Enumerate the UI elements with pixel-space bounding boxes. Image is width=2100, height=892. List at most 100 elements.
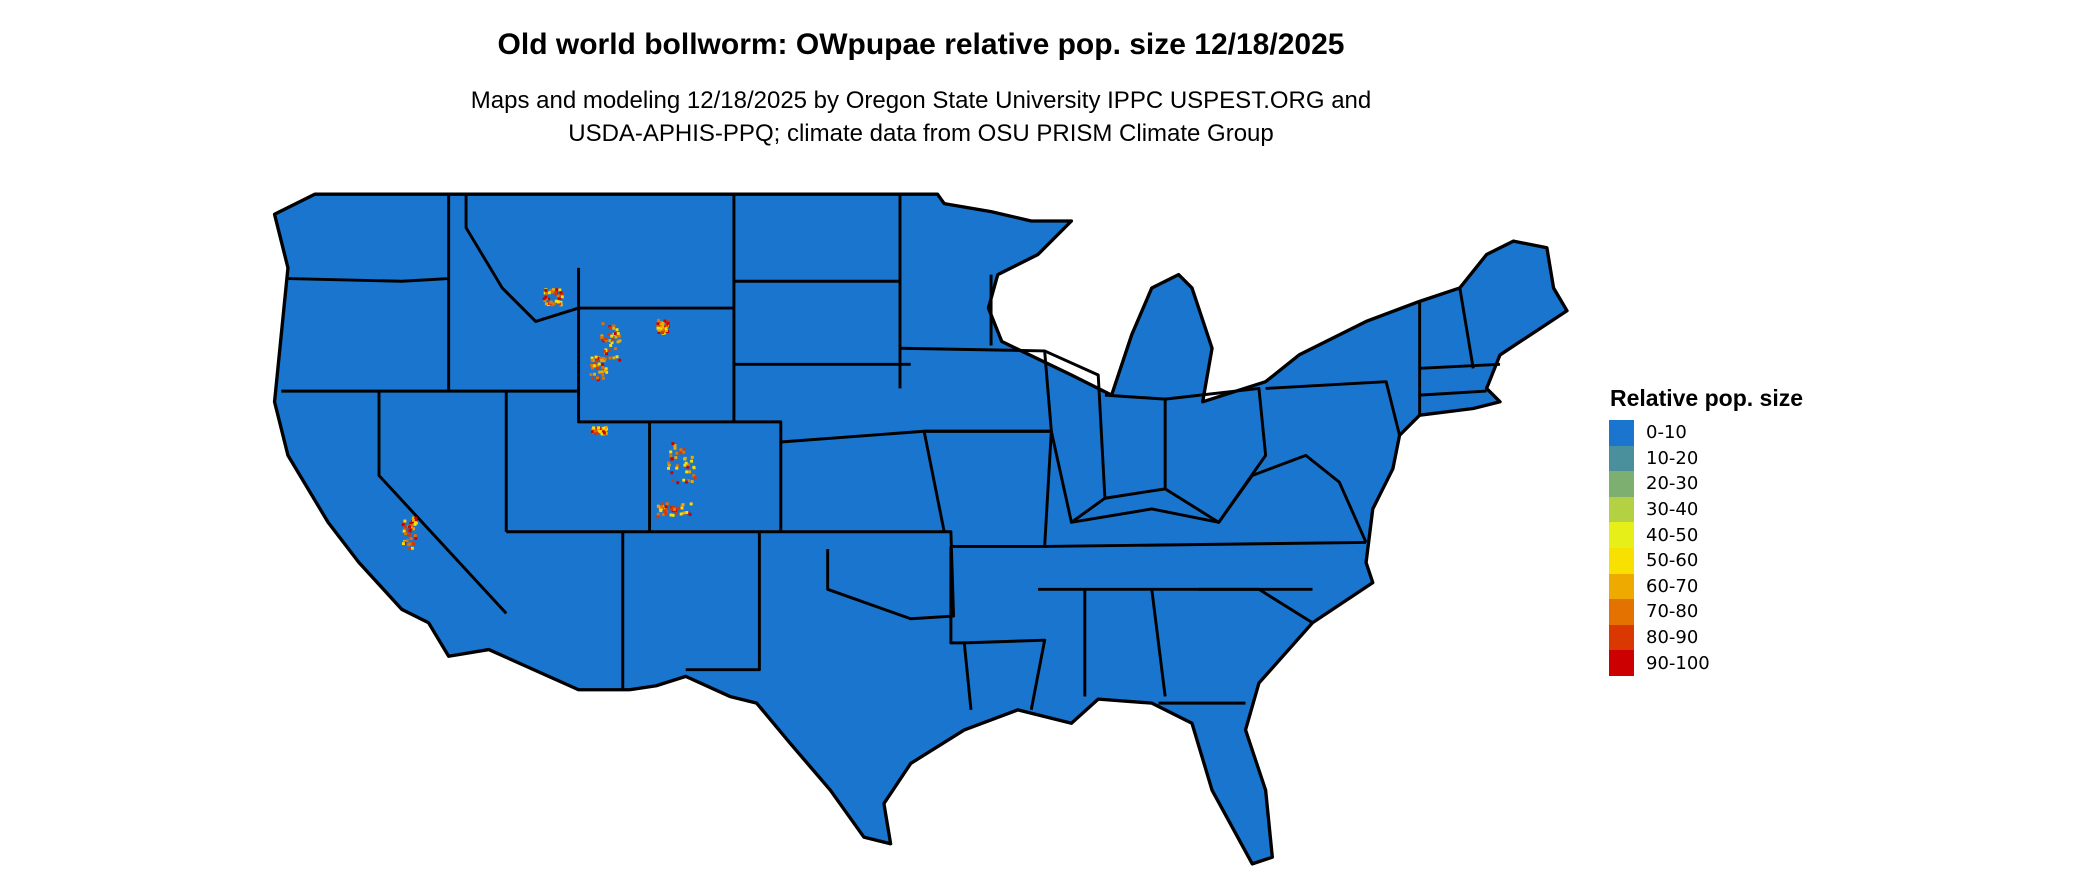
hotspot-cell [669, 454, 673, 458]
hotspot-cell [560, 295, 564, 299]
hotspot-cell [664, 505, 668, 509]
hotspot-cell [597, 362, 601, 366]
state-border [1265, 380, 1401, 436]
hotspot-cell [672, 508, 676, 512]
hotspot-cell [600, 432, 604, 436]
legend-label: 70-80 [1646, 601, 1699, 623]
hotspot-cell [411, 541, 415, 545]
state-border [1164, 386, 1268, 524]
hotspot-cell [555, 288, 559, 292]
legend-item: 30-40 [1609, 496, 1803, 523]
hotspot-cell [559, 300, 563, 304]
hotspot-cell [675, 451, 679, 455]
hotspot-cell [551, 290, 555, 294]
hotspot-cell [599, 357, 603, 360]
hotspot-cell [604, 337, 607, 341]
state-border [1458, 287, 1475, 369]
hotspot-cell [601, 356, 605, 360]
hotspot-cell [690, 455, 694, 459]
hotspot-cell [602, 359, 606, 363]
hotspot-cell [596, 356, 600, 360]
hotspot-cell [599, 430, 603, 434]
hotspot-cell [615, 328, 619, 332]
hotspot-cell [412, 527, 415, 531]
state-border [1044, 540, 1367, 548]
hotspot-cell [604, 426, 608, 430]
hotspot-cell [549, 301, 553, 305]
hotspot-cell [659, 508, 663, 512]
state-border [1198, 587, 1314, 625]
hotspot-cell [676, 506, 679, 510]
hotspot-cell [544, 302, 548, 306]
hotspot-cell [658, 320, 662, 324]
hotspot-cell [411, 518, 415, 522]
state-border [964, 638, 1047, 711]
hotspot-cell [692, 474, 696, 478]
legend-label: 0-10 [1646, 422, 1687, 444]
hotspot-cell [669, 450, 673, 454]
hotspot-cell [406, 529, 410, 533]
hotspot-cell [403, 540, 407, 544]
hotspot-cell [409, 521, 413, 525]
state-border [464, 194, 580, 323]
hotspot-cell [673, 446, 677, 450]
hotspot-cell [414, 518, 418, 522]
legend-swatch [1609, 496, 1634, 523]
hotspot-cell [595, 359, 599, 363]
hotspot-cell [590, 356, 594, 360]
state-border [577, 267, 650, 424]
hotspot-cell [557, 296, 561, 300]
hotspot-cell [601, 363, 605, 367]
state-borders [281, 194, 1501, 711]
hotspot-cell [408, 533, 412, 537]
hotspot-cell [662, 329, 666, 333]
hotspot-cell [593, 372, 596, 376]
state-border [649, 420, 783, 532]
hotspot-cell [612, 356, 616, 360]
hotspot-cell [601, 376, 605, 380]
hotspot-cell [602, 426, 606, 430]
hotspot-cell [590, 363, 594, 367]
hotspot-cell [675, 464, 679, 468]
hotspot-cell [600, 358, 604, 362]
hotspot-cell [596, 364, 600, 367]
hotspot-cell [544, 288, 548, 292]
hotspot-cell [594, 355, 598, 359]
hotspot-cell [556, 300, 560, 304]
hotspot-cell [607, 332, 611, 336]
hotspot-cell [598, 370, 602, 374]
hotspot-cell [666, 461, 670, 465]
hotspot-cell [670, 507, 674, 511]
map-title: Old world bollworm: OWpupae relative pop… [497, 28, 1345, 61]
subtitle-line-1: Maps and modeling 12/18/2025 by Oregon S… [470, 87, 1372, 114]
hotspot-cell [413, 534, 417, 538]
hotspot-cell [680, 451, 684, 455]
hotspot-cell [610, 334, 614, 338]
hotspot-cell [604, 367, 608, 371]
hotspot-cell [408, 547, 412, 551]
hotspot-cell [682, 447, 686, 451]
hotspot-cell [611, 337, 615, 341]
hotspot-cell [604, 431, 608, 435]
legend-swatch [1609, 445, 1634, 472]
hotspot-cell [667, 466, 671, 470]
legend-swatch [1609, 599, 1634, 625]
hotspot-cell [414, 536, 418, 540]
hotspot-cell [686, 465, 690, 469]
hotspot-cell [657, 328, 661, 332]
state-border [922, 430, 946, 533]
hotspot-cell [590, 430, 594, 434]
hotspot-cell [603, 369, 607, 373]
hotspot-cell [664, 327, 668, 331]
hotspot-cell [613, 332, 617, 336]
legend-swatch [1609, 471, 1634, 497]
hotspot-cell [591, 366, 594, 370]
hotspot-cell [549, 289, 553, 293]
hotspot-cell [601, 322, 605, 326]
hotspot-cell [612, 326, 616, 330]
hotspot-cell [554, 291, 558, 295]
hotspot-cell [681, 503, 685, 507]
hotspot-cell [674, 456, 678, 460]
state-border [377, 391, 508, 615]
